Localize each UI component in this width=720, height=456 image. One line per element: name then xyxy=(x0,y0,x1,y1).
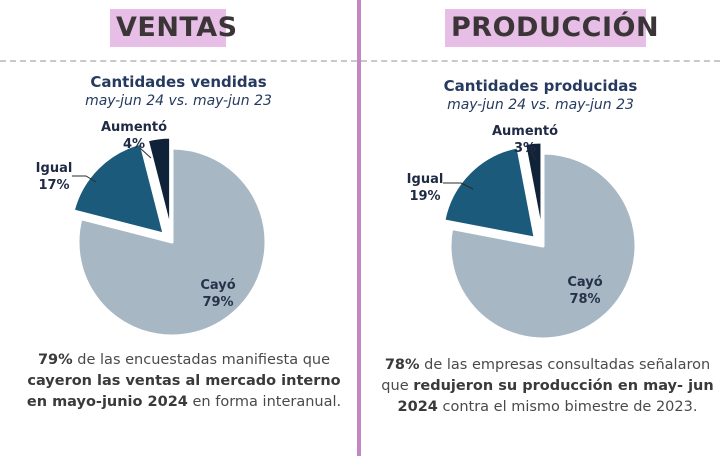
ventas-slice-igual xyxy=(71,141,166,236)
ventas-label-aumento: Aumentó xyxy=(101,120,167,135)
ventas-slice-aumento xyxy=(145,135,173,233)
produccion-chart-subtitle: may-jun 24 vs. may-jun 23 xyxy=(447,97,634,113)
produccion-value-aumento: 3% xyxy=(514,141,536,156)
panel-divider xyxy=(357,0,361,456)
produccion-chart-heading: Cantidades producidas may-jun 24 vs. may… xyxy=(361,77,720,114)
produccion-leader-aumento xyxy=(530,151,537,161)
produccion-slice-aumento xyxy=(523,140,544,237)
produccion-summary-text-2: contra el mismo bimestre de 2023. xyxy=(437,399,698,415)
produccion-panel: PRODUCCIÓN Cantidades producidas may-jun… xyxy=(361,0,720,456)
produccion-slice-igual xyxy=(442,145,537,240)
produccion-label-cayo: Cayó xyxy=(567,275,602,290)
produccion-label-igual: Igual xyxy=(407,172,444,187)
ventas-value-cayo: 79% xyxy=(202,295,233,310)
ventas-summary-text-2: en forma interanual. xyxy=(187,394,342,410)
ventas-summary: 79% de las encuestadas manifiesta que ca… xyxy=(26,350,342,413)
produccion-value-igual: 19% xyxy=(409,189,440,204)
ventas-panel: VENTAS Cantidades vendidas may-jun 24 vs… xyxy=(0,0,357,456)
ventas-value-igual: 17% xyxy=(38,178,69,193)
ventas-slice-cayo xyxy=(76,146,268,338)
produccion-dashed-separator xyxy=(361,60,720,62)
ventas-pie-chart: Cayó 79% Igual 17% Aumentó 4% xyxy=(36,120,268,338)
produccion-pie-chart: Cayó 78% Igual 19% Aumentó 3% xyxy=(407,124,638,341)
ventas-summary-highlight: cayeron las ventas al mercado interno en… xyxy=(26,373,341,410)
ventas-section-title: VENTAS xyxy=(110,9,237,47)
produccion-summary-percent: 78% xyxy=(384,357,420,373)
ventas-value-aumento: 4% xyxy=(123,137,145,152)
produccion-summary-text-1: de las empresas consultadas señalaron qu… xyxy=(381,357,711,394)
ventas-label-cayo: Cayó xyxy=(200,278,235,293)
produccion-chart-title: Cantidades producidas xyxy=(443,77,638,95)
produccion-section-title: PRODUCCIÓN xyxy=(445,9,659,47)
ventas-chart-title: Cantidades vendidas xyxy=(90,73,267,91)
produccion-slice-cayo xyxy=(448,151,638,341)
ventas-dashed-separator xyxy=(0,60,357,62)
produccion-leader-igual xyxy=(443,182,474,190)
ventas-leader-igual xyxy=(72,175,97,183)
produccion-summary: 78% de las empresas consultadas señalaro… xyxy=(375,355,720,418)
produccion-summary-highlight: redujeron su producción en may- jun 2024 xyxy=(397,378,714,415)
ventas-label-igual: Igual xyxy=(36,161,73,176)
ventas-summary-text-1: de las encuestadas manifiesta que xyxy=(72,352,331,368)
ventas-chart-subtitle: may-jun 24 vs. may-jun 23 xyxy=(85,93,272,109)
produccion-label-aumento: Aumentó xyxy=(492,124,558,139)
ventas-summary-percent: 79% xyxy=(37,352,73,368)
ventas-chart-heading: Cantidades vendidas may-jun 24 vs. may-j… xyxy=(0,73,357,110)
produccion-value-cayo: 78% xyxy=(569,292,600,307)
ventas-leader-aumento xyxy=(139,147,152,159)
